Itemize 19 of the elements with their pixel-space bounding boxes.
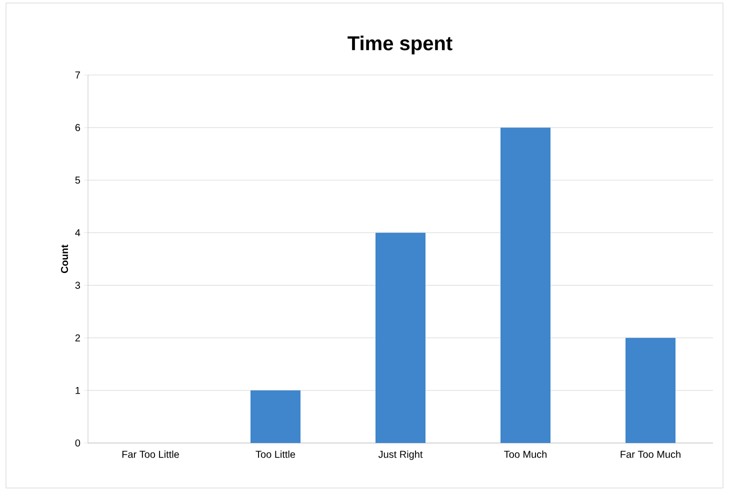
bar bbox=[626, 338, 676, 443]
y-tick-label: 4 bbox=[75, 229, 80, 236]
y-tick-label: 0 bbox=[75, 439, 80, 447]
y-tick-label: 5 bbox=[75, 176, 80, 184]
y-tick-label: 2 bbox=[75, 334, 80, 342]
x-tick-label: Far Too Little bbox=[122, 450, 179, 458]
x-tick-label: Too Little bbox=[256, 450, 296, 458]
bar bbox=[376, 232, 426, 443]
y-tick-label: 7 bbox=[75, 72, 80, 78]
y-tick-label: 6 bbox=[75, 124, 80, 132]
x-tick-label: Too Much bbox=[504, 450, 547, 458]
y-tick-label: 3 bbox=[75, 282, 80, 289]
x-tick-label: Just Right bbox=[378, 450, 423, 460]
y-tick-label: 1 bbox=[76, 386, 80, 394]
bar bbox=[250, 390, 300, 443]
bar bbox=[500, 128, 550, 443]
x-tick-label: Far Too Much bbox=[620, 450, 680, 458]
y-axis-title: Count bbox=[60, 244, 68, 274]
chart-title: Time spent bbox=[348, 36, 452, 54]
